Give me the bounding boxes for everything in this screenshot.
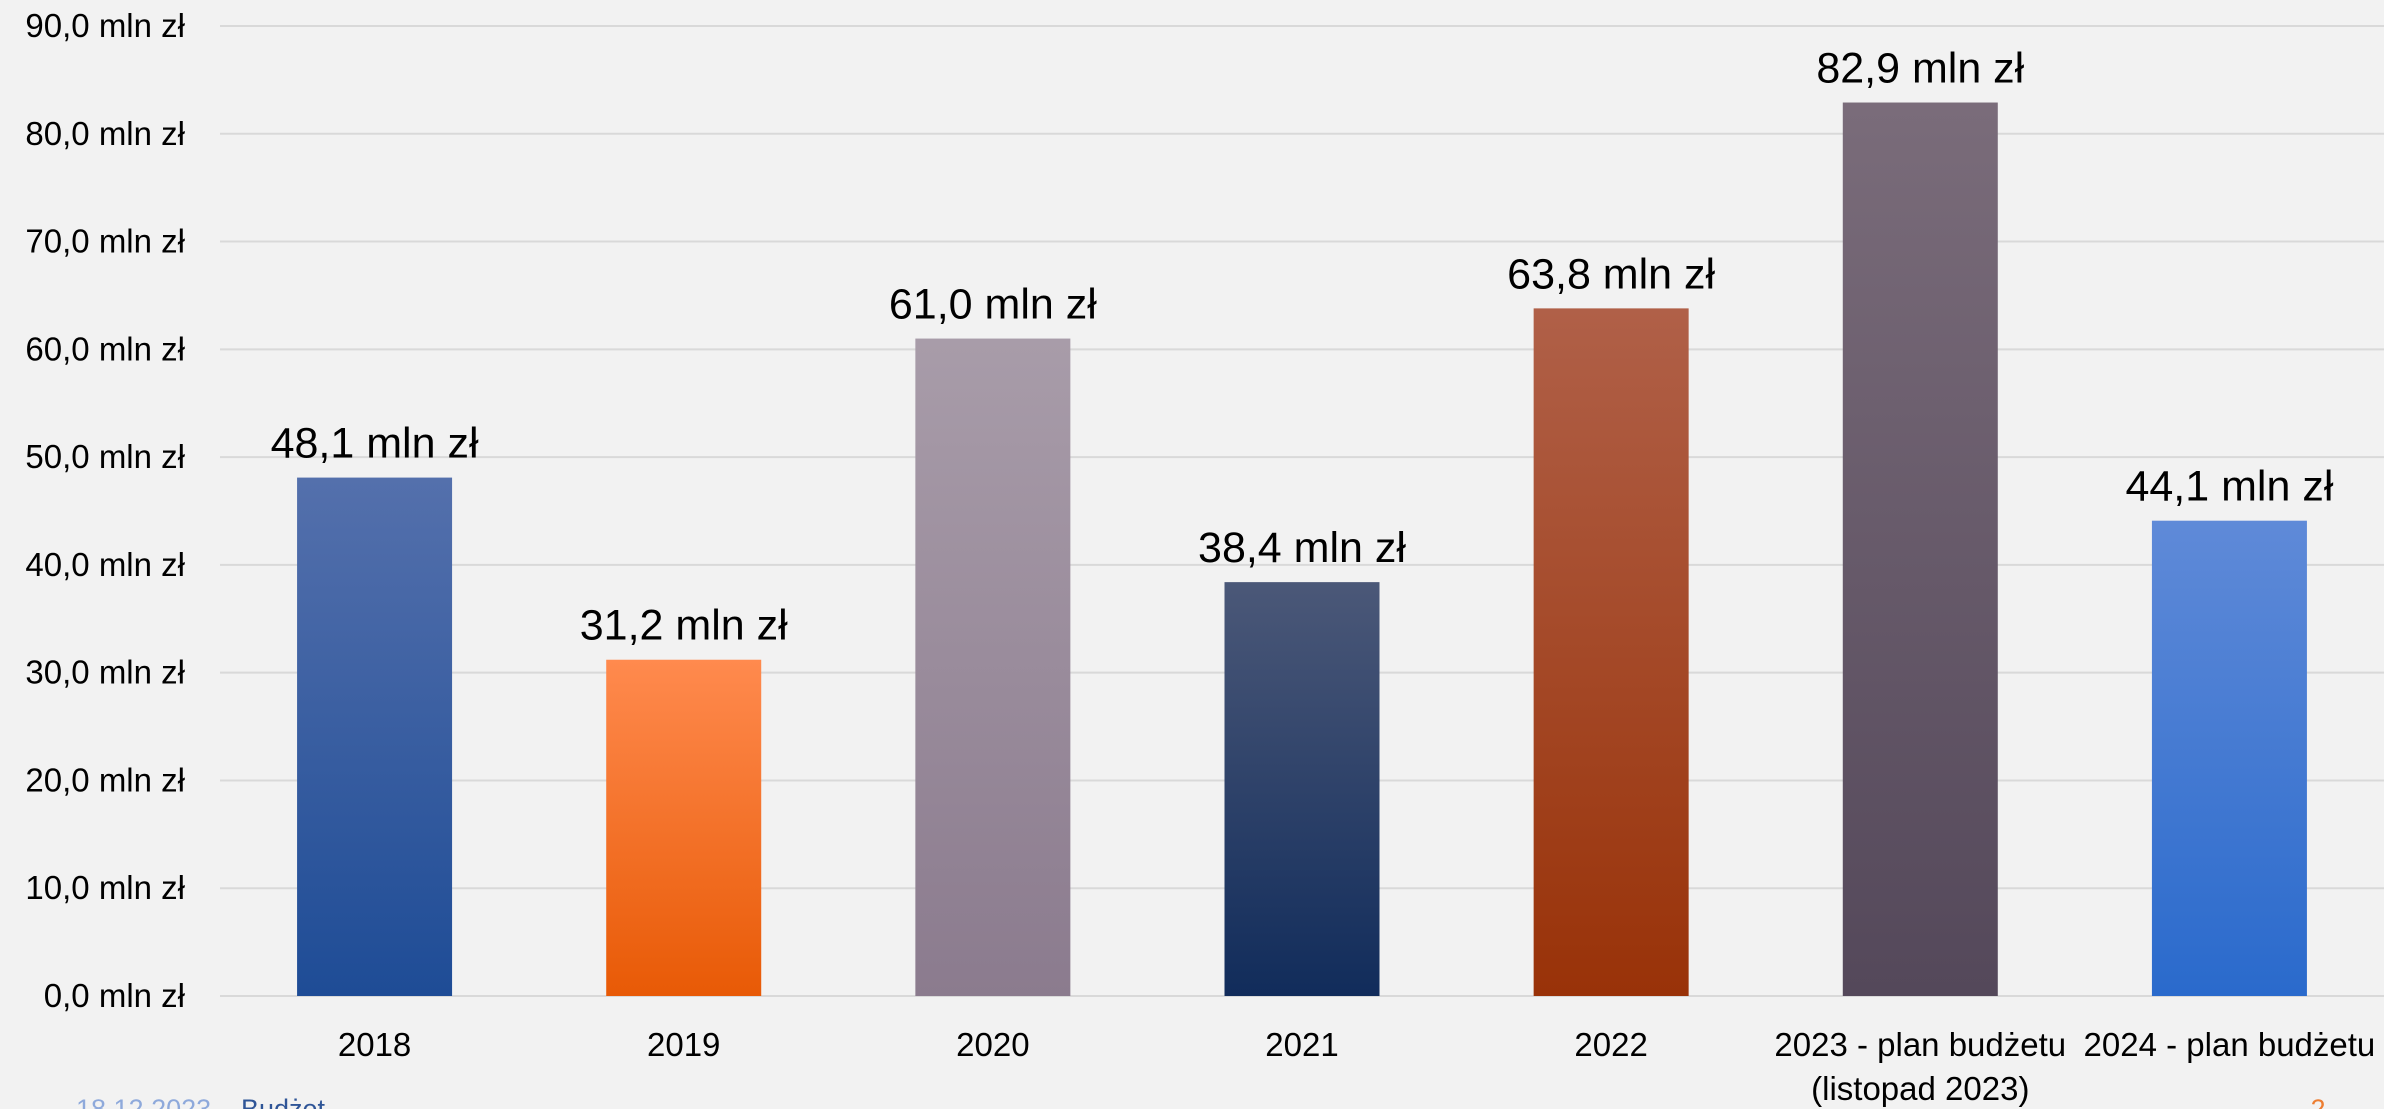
y-tick-label: 10,0 mln zł xyxy=(25,869,185,906)
y-tick-label: 50,0 mln zł xyxy=(25,438,185,475)
data-label: 38,4 mln zł xyxy=(1198,524,1406,572)
y-tick-label: 80,0 mln zł xyxy=(25,115,185,152)
bar-3 xyxy=(1224,582,1380,996)
y-tick-label: 30,0 mln zł xyxy=(25,654,185,691)
data-label: 82,9 mln zł xyxy=(1816,45,2024,93)
y-tick-label: 0,0 mln zł xyxy=(44,977,186,1014)
bar-4 xyxy=(1533,308,1689,996)
data-label: 44,1 mln zł xyxy=(2125,463,2333,511)
data-label: 48,1 mln zł xyxy=(271,420,479,468)
bars xyxy=(297,102,2307,997)
slide-footer: 18.12.2023 Budżet 2 xyxy=(76,1094,2326,1109)
x-category-label: 2022 xyxy=(1574,1026,1647,1063)
y-axis-tick-labels: 0,0 mln zł 10,0 mln zł 20,0 mln zł 30,0 mln… xyxy=(25,7,185,1014)
y-tick-label: 60,0 mln zł xyxy=(25,330,185,367)
x-category-label: 2019 xyxy=(647,1026,720,1063)
y-tick-label: 70,0 mln zł xyxy=(25,223,185,260)
bar-1 xyxy=(606,659,762,996)
data-label: 31,2 mln zł xyxy=(580,602,788,650)
footer-section: Budżet xyxy=(241,1094,326,1109)
x-category-label: 2021 xyxy=(1265,1026,1338,1063)
bar-5 xyxy=(1842,102,1998,997)
page-number: 2 xyxy=(2310,1094,2325,1109)
data-labels: 48,1 mln zł 31,2 mln zł 61,0 mln zł 38,4 ml… xyxy=(271,45,2334,650)
bar-6 xyxy=(2151,520,2307,996)
y-tick-label: 20,0 mln zł xyxy=(25,761,185,798)
x-category-label: 2024 - plan budżetu xyxy=(2084,1026,2376,1063)
y-tick-label: 40,0 mln zł xyxy=(25,546,185,583)
gridlines xyxy=(220,25,2384,997)
x-category-label: 2020 xyxy=(956,1026,1029,1063)
data-label: 63,8 mln zł xyxy=(1507,250,1715,298)
bar-0 xyxy=(297,477,453,997)
x-category-label: 2023 - plan budżetu (listopad 2023) xyxy=(1774,1026,2066,1107)
y-tick-label: 90,0 mln zł xyxy=(25,7,185,44)
x-category-label: 2018 xyxy=(338,1026,411,1063)
bar-2 xyxy=(915,338,1071,996)
footer-date: 18.12.2023 xyxy=(76,1094,211,1109)
x-axis-category-labels: 2018 2019 2020 2021 2022 2023 - plan budżetu(… xyxy=(338,1026,2375,1107)
data-label: 61,0 mln zł xyxy=(889,281,1097,329)
